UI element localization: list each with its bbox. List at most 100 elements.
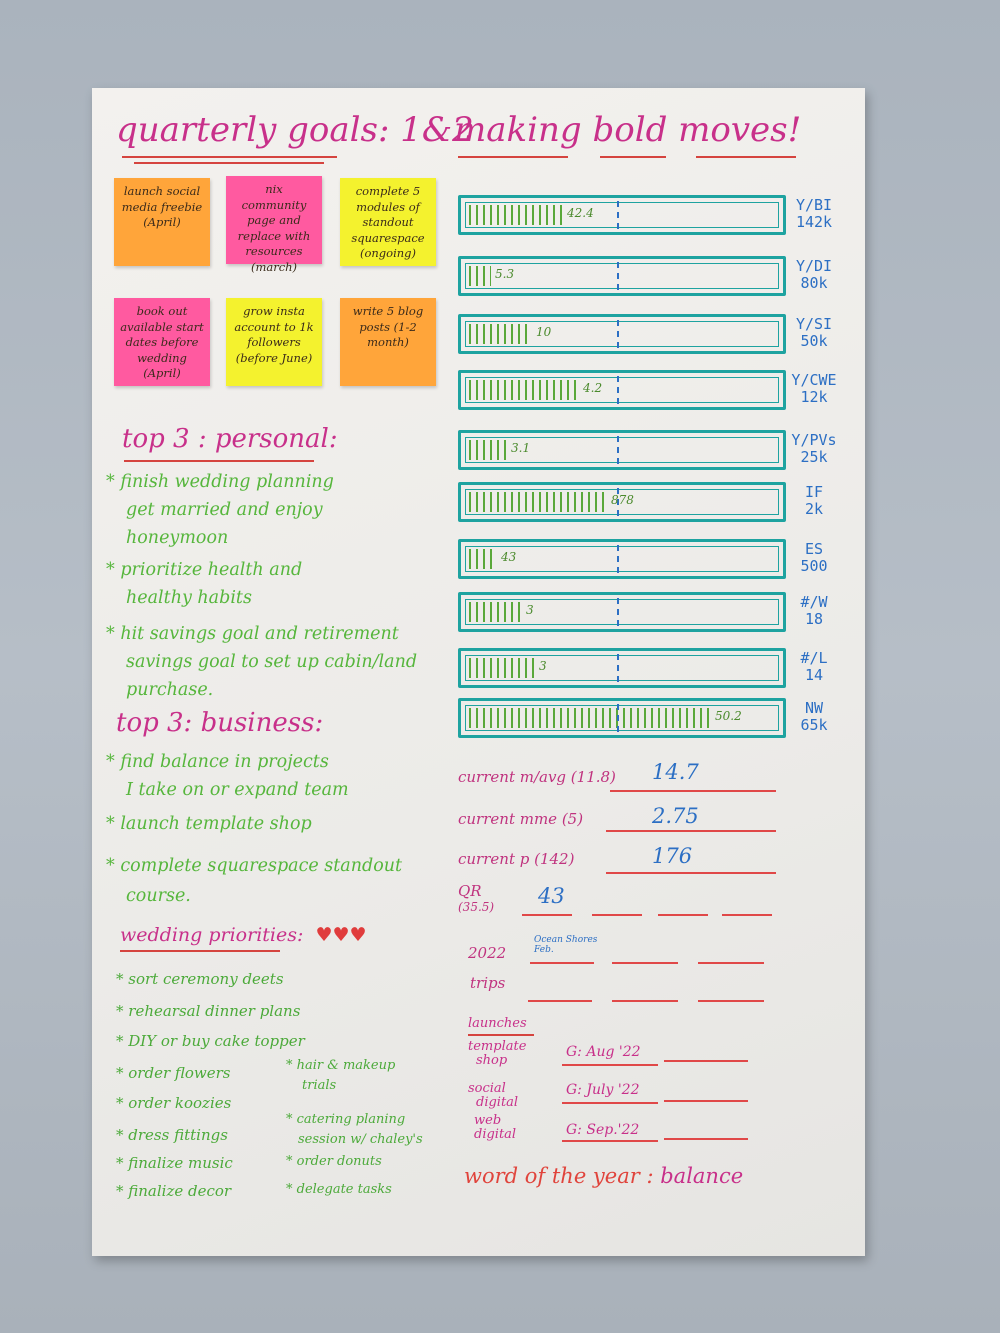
progress-value: 3 <box>539 659 547 673</box>
bold-underline-1 <box>458 156 568 158</box>
bar-goal-metric: Y/BI <box>795 196 833 214</box>
launch-name-line: digital <box>474 1127 517 1143</box>
list-item: get married and enjoy <box>126 500 323 520</box>
qr-value: 43 <box>538 884 565 908</box>
launch-goal: G: Sep.'22 <box>566 1122 640 1138</box>
launch-name-line: social <box>468 1081 506 1096</box>
trips-line <box>698 962 764 964</box>
list-item: * prioritize health and <box>106 560 303 580</box>
progress-fill <box>469 492 607 512</box>
word-of-year-label: word of the year : <box>464 1164 654 1188</box>
progress-value: 4.2 <box>583 381 603 395</box>
bar-goal-target: 142k <box>795 213 833 232</box>
launch-name-line: template <box>468 1039 527 1054</box>
list-item: healthy habits <box>126 588 252 608</box>
bar-goal-target: 25k <box>800 448 828 467</box>
qr-sublabel: (35.5) <box>458 900 495 914</box>
midpoint-marker <box>617 262 619 290</box>
trips-line <box>612 962 678 964</box>
quarterly-underline <box>122 156 337 158</box>
metric-label: current mme (5) <box>458 810 584 828</box>
trips-label: trips <box>470 974 506 992</box>
list-item: trials <box>302 1078 337 1093</box>
bold-underline-2 <box>600 156 666 158</box>
bar-goal-target: 50k <box>800 332 828 351</box>
list-item: savings goal to set up cabin/land <box>126 652 418 672</box>
trips-line <box>530 962 594 964</box>
progress-value: 5.3 <box>495 267 515 281</box>
launch-name-line: digital <box>476 1095 519 1111</box>
list-item: * finalize decor <box>116 1182 232 1200</box>
bar-goal-metric: Y/PVs <box>791 431 837 449</box>
bar-goal-metric: IF <box>804 483 824 501</box>
progress-bar: 3.1 <box>458 430 786 470</box>
midpoint-marker <box>617 436 619 464</box>
progress-fill <box>469 708 711 728</box>
midpoint-marker <box>617 598 619 626</box>
bar-goal-target: 2k <box>804 500 824 519</box>
progress-value: 3 <box>526 603 534 617</box>
launch-name: template shop <box>468 1039 527 1069</box>
list-item: * hair & makeup <box>286 1058 396 1073</box>
trips-line <box>612 1000 678 1002</box>
bar-goal-label: #/W 18 <box>790 593 838 629</box>
launch-line <box>562 1102 658 1104</box>
list-item: * order donuts <box>286 1154 382 1169</box>
bar-goal-metric: NW <box>804 699 824 717</box>
midpoint-marker <box>617 545 619 573</box>
midpoint-marker <box>617 488 619 516</box>
bold-moves-title: making bold moves! <box>454 110 802 150</box>
bar-goal-metric: ES <box>804 540 824 558</box>
sticky-note: grow insta account to 1k followers (befo… <box>226 298 322 386</box>
list-item: * dress fittings <box>116 1126 228 1144</box>
bar-goal-target: 65k <box>800 716 828 735</box>
launches-underline <box>468 1034 534 1036</box>
list-item: * complete squarespace standout <box>106 856 403 876</box>
midpoint-marker <box>617 201 619 229</box>
midpoint-marker <box>617 704 619 732</box>
list-item: session w/ chaley's <box>298 1132 423 1147</box>
list-item: * sort ceremony deets <box>116 970 284 988</box>
bar-goal-label: Y/SI 50k <box>790 315 838 351</box>
list-item: * delegate tasks <box>286 1182 392 1197</box>
word-of-year-value: balance <box>660 1164 744 1188</box>
metric-line <box>610 790 776 792</box>
progress-fill <box>469 658 535 678</box>
metric-value: 14.7 <box>652 760 699 784</box>
midpoint-marker <box>617 654 619 682</box>
midpoint-marker <box>617 376 619 404</box>
bar-goal-label: Y/BI 142k <box>790 196 838 232</box>
progress-fill <box>469 205 563 225</box>
wedding-title-text: wedding priorities: <box>120 924 304 946</box>
bar-goal-target: 80k <box>800 274 828 293</box>
business-title: top 3: business: <box>116 708 324 738</box>
list-item: * order koozies <box>116 1094 232 1112</box>
progress-value: 10 <box>536 325 552 339</box>
qr-line <box>722 914 772 916</box>
bar-goal-metric: #/W <box>800 593 828 611</box>
list-item: I take on or expand team <box>126 780 349 800</box>
list-item: * hit savings goal and retirement <box>106 624 399 644</box>
bar-goal-target: 500 <box>800 557 828 576</box>
bar-goal-target: 18 <box>804 610 824 629</box>
progress-fill <box>469 602 522 622</box>
progress-fill <box>469 440 507 460</box>
bar-goal-label: IF 2k <box>790 483 838 519</box>
progress-bar: 10 <box>458 314 786 354</box>
launches-title: launches <box>468 1016 527 1031</box>
personal-title: top 3 : personal: <box>122 424 338 454</box>
launch-name: social digital <box>468 1081 519 1111</box>
bar-goal-label: Y/PVs 25k <box>790 431 838 467</box>
launch-goal: G: Aug '22 <box>566 1044 641 1060</box>
wedding-title: wedding priorities: ♥♥♥ <box>120 924 367 946</box>
launch-goal: G: July '22 <box>566 1082 640 1098</box>
progress-bar: 3 <box>458 592 786 632</box>
quarterly-goals-title: quarterly goals: 1&2 <box>116 110 474 150</box>
launch-line <box>664 1138 748 1140</box>
bar-goal-label: #/L 14 <box>790 649 838 685</box>
hearts-icon: ♥♥♥ <box>315 924 367 946</box>
list-item: course. <box>126 886 191 906</box>
list-item: * rehearsal dinner plans <box>116 1002 301 1020</box>
list-item: * find balance in projects <box>106 752 329 772</box>
bar-goal-label: ES 500 <box>790 540 838 576</box>
